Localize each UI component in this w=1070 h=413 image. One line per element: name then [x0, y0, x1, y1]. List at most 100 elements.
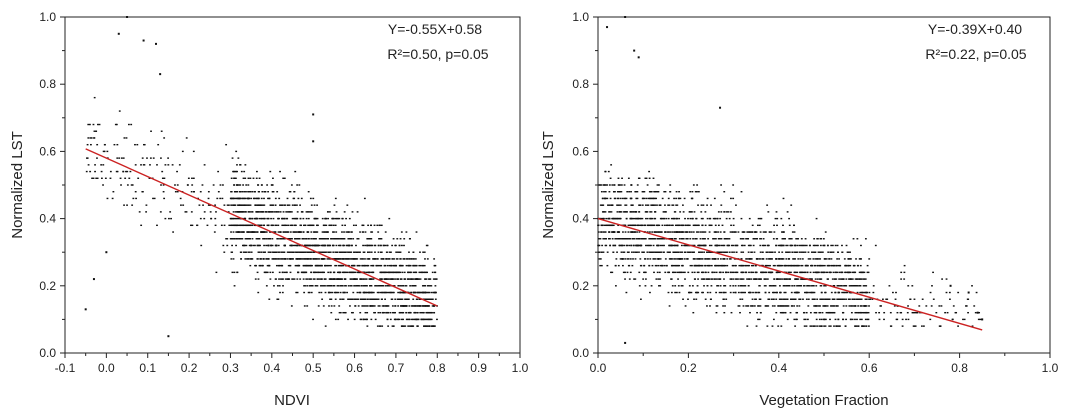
scatter-point — [382, 305, 385, 307]
scatter-point — [657, 191, 660, 193]
scatter-point — [408, 305, 411, 307]
scatter-point — [856, 318, 858, 321]
scatter-point — [623, 197, 626, 200]
scatter-point — [644, 224, 646, 227]
scatter-point — [250, 251, 253, 253]
scatter-point — [777, 305, 780, 307]
scatter-point — [721, 224, 724, 227]
scatter-point — [621, 258, 624, 260]
scatter-point — [320, 278, 323, 280]
scatter-point — [324, 224, 327, 227]
scatter-point — [845, 264, 848, 267]
scatter-point — [705, 278, 708, 280]
scatter-point — [602, 204, 605, 206]
scatter-point — [741, 264, 744, 267]
scatter-point — [677, 197, 680, 200]
scatter-point — [275, 211, 277, 213]
scatter-point — [679, 251, 682, 253]
scatter-point — [741, 278, 743, 280]
scatter-point — [199, 191, 202, 193]
scatter-point — [746, 325, 749, 327]
scatter-point — [263, 197, 265, 200]
scatter-point — [660, 251, 663, 253]
scatter-point — [399, 291, 402, 294]
scatter-point — [241, 244, 244, 247]
scatter-point — [386, 264, 389, 267]
scatter-point — [310, 224, 313, 227]
scatter-point — [614, 285, 617, 287]
scatter-point — [314, 238, 317, 240]
scatter-point — [303, 305, 306, 307]
scatter-point — [772, 264, 775, 267]
scatter-point — [243, 197, 246, 200]
scatter-point — [674, 211, 677, 213]
scatter-point — [352, 311, 354, 314]
scatter-point — [401, 244, 403, 247]
scatter-point — [389, 278, 392, 280]
scatter-point — [752, 238, 755, 240]
scatter-point — [785, 258, 788, 260]
scatter-point — [704, 258, 707, 260]
scatter-point — [788, 217, 791, 220]
scatter-point — [401, 291, 404, 294]
scatter-point — [623, 224, 626, 227]
scatter-point — [741, 238, 744, 240]
scatter-point — [152, 157, 155, 159]
scatter-point — [671, 238, 674, 240]
scatter-point — [405, 311, 408, 314]
scatter-point — [263, 251, 265, 253]
scatter-point — [291, 217, 294, 220]
scatter-point — [265, 258, 268, 260]
scatter-point — [744, 285, 747, 287]
scatter-point — [819, 311, 822, 314]
scatter-point — [389, 311, 392, 314]
scatter-point — [290, 184, 293, 186]
scatter-point — [316, 285, 319, 287]
scatter-point — [299, 217, 302, 220]
scatter-point — [853, 298, 856, 300]
scatter-point — [828, 325, 831, 327]
scatter-point — [400, 291, 403, 294]
scatter-point — [289, 211, 292, 213]
scatter-point — [824, 291, 827, 294]
scatter-point — [365, 264, 368, 267]
scatter-point — [425, 311, 428, 314]
scatter-point — [354, 251, 357, 253]
scatter-point — [612, 217, 615, 220]
scatter-point — [662, 238, 665, 240]
scatter-point — [395, 251, 398, 253]
scatter-point — [408, 264, 411, 267]
scatter-point — [271, 258, 274, 260]
scatter-point — [755, 298, 757, 300]
scatter-point — [648, 170, 651, 173]
scatter-point — [611, 224, 614, 227]
scatter-point — [633, 217, 636, 220]
scatter-point — [635, 238, 638, 240]
panel-1-fit-line — [85, 148, 438, 307]
scatter-point — [682, 231, 685, 233]
scatter-point — [369, 298, 371, 300]
scatter-point — [967, 311, 969, 314]
scatter-point — [320, 271, 322, 274]
scatter-point — [380, 251, 382, 253]
scatter-point — [329, 211, 331, 213]
scatter-point — [207, 204, 210, 206]
scatter-point — [789, 311, 792, 314]
scatter-point — [865, 325, 868, 327]
scatter-point — [278, 258, 280, 260]
scatter-point — [294, 170, 297, 173]
scatter-point — [263, 271, 266, 274]
scatter-point — [653, 271, 655, 274]
scatter-point — [289, 264, 292, 267]
scatter-point — [125, 170, 127, 173]
scatter-point — [712, 217, 715, 220]
scatter-point — [820, 325, 822, 327]
scatter-point — [407, 298, 410, 300]
scatter-point — [245, 224, 248, 227]
scatter-point — [233, 217, 236, 220]
scatter-point — [727, 211, 730, 213]
scatter-point — [636, 231, 638, 233]
scatter-point — [807, 305, 810, 307]
scatter-point — [245, 197, 247, 200]
scatter-point — [317, 271, 319, 274]
